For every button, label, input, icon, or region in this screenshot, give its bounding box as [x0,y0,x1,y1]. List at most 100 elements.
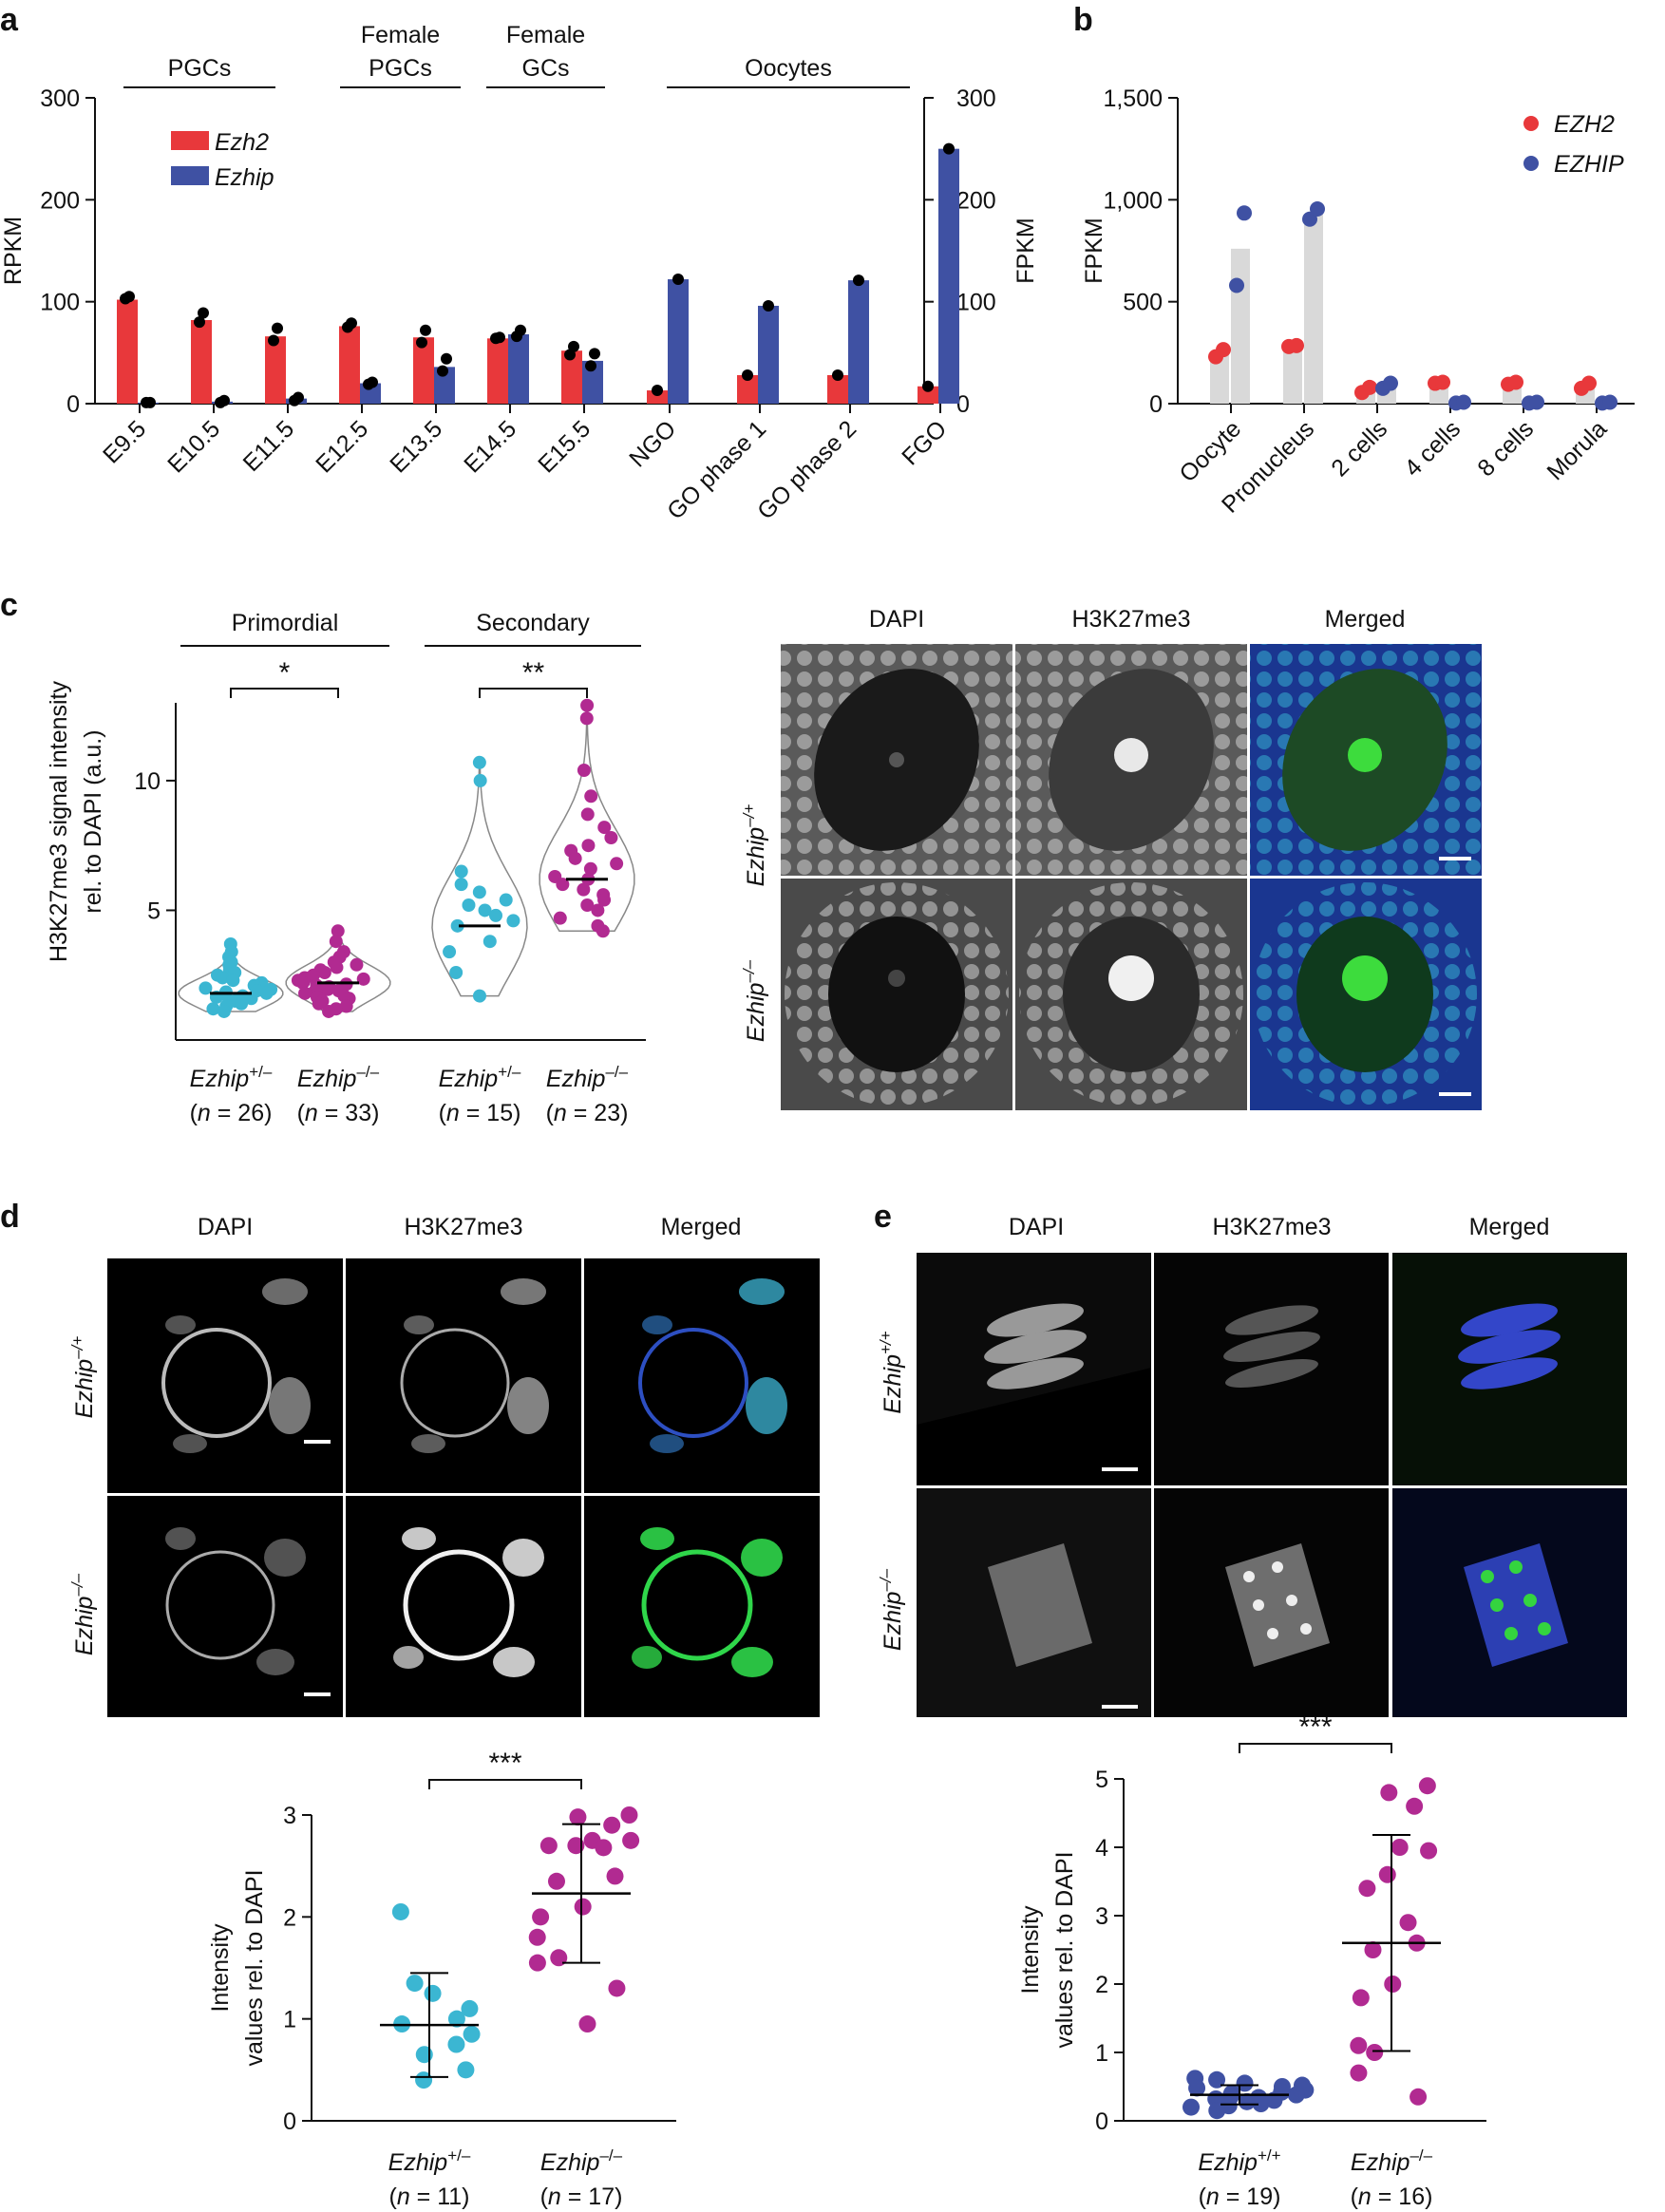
data-point [226,974,240,988]
data-point [1366,2044,1384,2061]
bar [508,334,529,404]
data-point [216,971,230,985]
legend-label: EZH2 [1554,111,1615,138]
data-point [1406,1797,1424,1815]
x-category-label: Ezhip–/– [1351,2146,1433,2176]
col-label-merged: Merged [661,1214,742,1240]
svg-text:Ezhip+/+: Ezhip+/+ [877,1331,906,1413]
data-point [462,898,476,912]
micrograph-e-merged-1 [1392,1253,1627,1485]
data-point [329,935,343,949]
bar [938,148,959,404]
y-tick-label: 1,000 [1103,187,1163,214]
bar [1231,248,1250,404]
data-point [595,1839,613,1857]
micrograph-c-h3k27me3-1 [1015,644,1247,876]
y-tick-label: 3 [1095,1903,1108,1930]
x-tick-label: FGO [897,415,952,470]
x-tick-label: E12.5 [311,415,373,478]
col-label-dapi: DAPI [198,1214,253,1240]
bar [827,374,848,404]
y-tick-label: 1 [283,2007,296,2033]
data-point [441,352,452,365]
data-point [578,2015,596,2033]
legend-marker [1523,156,1539,171]
data-point [763,299,774,312]
data-point [580,698,595,712]
micrograph-c-merged-2 [1250,879,1482,1110]
data-point [604,831,618,844]
legend-swatch [171,131,209,150]
data-point [356,972,370,986]
micrograph-d-merged-2 [584,1496,820,1717]
data-point [568,340,579,352]
bar [848,280,869,404]
y-tick-label: 200 [956,187,996,214]
svg-text:Ezhip–/–: Ezhip–/– [877,1568,906,1651]
group-label: PGCs [168,55,232,82]
bar [191,319,212,404]
data-point [608,1979,626,1997]
sig-marker: *** [488,1748,521,1779]
data-point [528,1954,546,1972]
x-tick-label: E11.5 [238,415,300,477]
chart-e: 0 1 2 3 4 5 Intensity values rel. to DAPI Ezhip+… [1017,1711,1486,2210]
data-point [553,911,567,925]
data-point [1420,1842,1438,1860]
x-category-label: Ezhip+/+ [1198,2146,1280,2176]
data-point [1287,2086,1305,2104]
sig-marker: *** [1298,1711,1332,1743]
y-tick-label: 300 [40,85,80,112]
col-label-merged: Merged [1325,606,1406,633]
data-point [461,1999,479,2017]
y-tick-label: 100 [956,290,996,316]
y-tick-label: 4 [1095,1835,1108,1862]
data-point [568,851,582,865]
data-point [515,324,526,336]
y-tick-label: 500 [1123,290,1163,316]
svg-text:Ezhip–/–: Ezhip–/– [68,1573,98,1655]
data-point [199,981,213,995]
chart-c: 5 10 H3K27me3 signal intensity rel. to DAPI… [46,610,646,1126]
violin [431,762,528,997]
data-point [584,789,598,804]
row-label-c-2: Ezhip–/– [740,959,769,1042]
data-point [367,376,378,388]
data-point [1508,374,1523,390]
data-point [1350,2064,1368,2082]
svg-text:Ezhip–/–: Ezhip–/– [740,959,769,1042]
data-point [1358,1880,1376,1898]
data-point [591,903,605,917]
data-point [406,1975,424,1993]
data-point [416,336,427,349]
sig-marker: ** [522,657,545,689]
data-point [580,898,595,912]
y-tick-label: 300 [956,85,996,112]
y-tick-label: 2 [283,1904,296,1931]
data-point [1216,342,1231,358]
data-point [350,957,364,972]
data-point [415,2071,433,2089]
data-point [391,1902,409,1920]
data-point [424,1984,442,2002]
x-category-label-n: (n = 33) [297,1100,380,1126]
data-point [321,982,335,996]
data-point [589,348,600,360]
data-point [556,878,570,892]
svg-text:Ezhip–/+: Ezhip–/+ [740,804,769,887]
legend-marker [1523,116,1539,131]
data-point [853,274,864,287]
data-point [603,1816,621,1834]
data-point [539,1837,558,1855]
sig-bracket [479,688,588,698]
data-point [569,1808,587,1826]
group-label: PGCs [369,55,432,82]
data-point [1229,277,1244,293]
data-point [244,992,258,1006]
x-tick-label: 8 cells [1472,415,1539,482]
data-point [312,996,326,1011]
data-point [1237,205,1252,221]
y-tick-label: 5 [147,898,161,924]
